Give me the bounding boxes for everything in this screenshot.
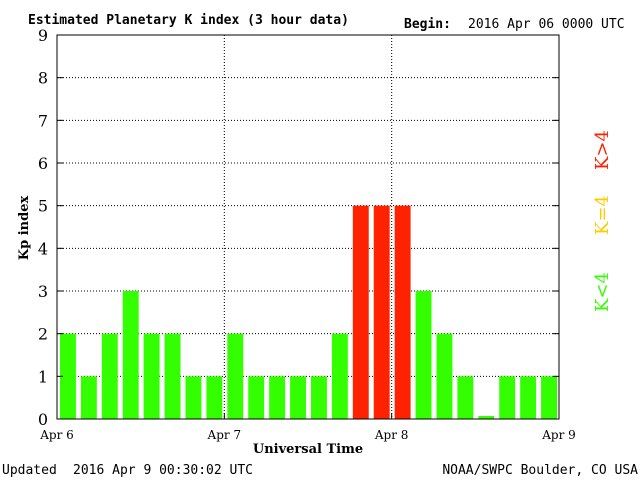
y-tick-label: 9 [38, 26, 48, 45]
y-axis-title: Kp index [17, 196, 32, 261]
bar-apr-7-09 [290, 376, 306, 419]
bar-apr-8-00 [394, 205, 411, 419]
y-tick-label: 0 [38, 410, 48, 429]
x-tick-label: Apr 6 [39, 428, 74, 442]
bar-apr-7-18 [352, 205, 369, 419]
legend-item-k-above-4: K>4 [592, 130, 613, 170]
bar-apr-8-12 [478, 416, 495, 419]
bar-apr-6-21 [206, 376, 223, 419]
bar-apr-6-06 [101, 333, 118, 419]
begin-value: 2016 Apr 06 0000 UTC [468, 17, 625, 32]
x-tick-label: Apr 8 [374, 428, 409, 442]
x-tick-label: Apr 9 [541, 428, 576, 442]
y-tick-label: 4 [38, 239, 48, 258]
plot-area: 0 1 2 3 4 5 6 7 8 9 Apr 6 Apr 7 Apr 8 Apr 9 [38, 26, 576, 442]
y-tick-label: 7 [38, 111, 48, 130]
bar-apr-7-00 [227, 333, 244, 419]
bar-apr-8-09 [457, 376, 474, 419]
chart-title: Estimated Planetary K index (3 hour data… [28, 13, 349, 28]
y-tick-label: 2 [38, 325, 48, 344]
y-tick-label: 3 [38, 282, 48, 301]
bar-apr-7-21 [373, 205, 390, 419]
legend: K<4 K=4 K>4 [592, 130, 613, 312]
bar-apr-8-06 [436, 333, 453, 419]
bar-apr-6-12 [143, 333, 160, 419]
bar-apr-7-03 [248, 376, 265, 419]
bar-apr-8-18 [520, 376, 537, 419]
y-tick-label: 8 [38, 69, 48, 88]
bar-apr-6-09 [122, 291, 139, 419]
y-tick-label: 1 [38, 367, 48, 386]
begin-label: Begin: [404, 17, 451, 32]
bar-apr-8-15 [499, 376, 516, 419]
bar-apr-6-15 [164, 333, 181, 419]
updated-label: Updated [2, 463, 57, 478]
bar-apr-7-15 [331, 333, 348, 419]
source-credit: NOAA/SWPC Boulder, CO USA [442, 463, 638, 478]
bar-apr-8-21 [541, 376, 557, 419]
bar-apr-6-03 [80, 376, 97, 419]
bar-apr-7-12 [311, 376, 327, 419]
bar-apr-8-03 [415, 291, 432, 419]
legend-item-k-below-4: K<4 [592, 272, 613, 312]
y-tick-label: 6 [38, 154, 48, 173]
y-tick-label: 5 [38, 197, 48, 216]
legend-item-k-equal-4: K=4 [592, 195, 613, 235]
plot-frame [56, 34, 560, 420]
x-axis-title: Universal Time [253, 442, 363, 457]
bar-apr-6-00 [60, 333, 76, 419]
x-tick-label: Apr 7 [207, 428, 242, 442]
bar-apr-6-18 [185, 376, 202, 419]
updated-value: 2016 Apr 9 00:30:02 UTC [73, 463, 253, 478]
bar-apr-7-06 [269, 376, 286, 419]
